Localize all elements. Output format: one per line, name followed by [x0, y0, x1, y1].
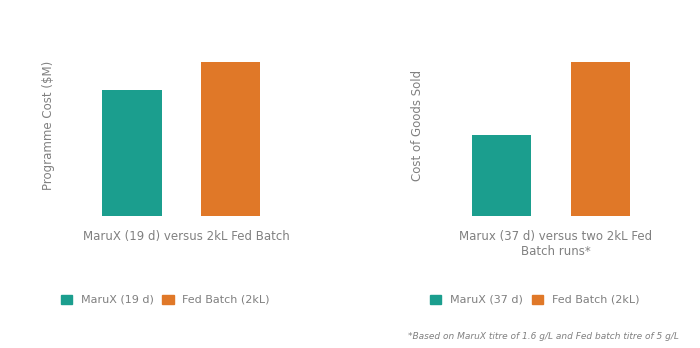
Legend: MaruX (37 d), Fed Batch (2kL): MaruX (37 d), Fed Batch (2kL) [426, 290, 644, 309]
Bar [472, 135, 531, 216]
Bar [102, 90, 162, 216]
X-axis label: MaruX (19 d) versus 2kL Fed Batch: MaruX (19 d) versus 2kL Fed Batch [83, 230, 290, 243]
Legend: MaruX (19 d), Fed Batch (2kL): MaruX (19 d), Fed Batch (2kL) [56, 290, 274, 309]
Bar [201, 62, 260, 216]
X-axis label: Marux (37 d) versus two 2kL Fed
Batch runs*: Marux (37 d) versus two 2kL Fed Batch ru… [459, 230, 652, 258]
Text: *Based on MaruX titre of 1.6 g/L and Fed batch titre of 5 g/L: *Based on MaruX titre of 1.6 g/L and Fed… [408, 332, 679, 341]
Y-axis label: Programme Cost ($M): Programme Cost ($M) [42, 61, 55, 190]
Y-axis label: Cost of Goods Sold: Cost of Goods Sold [412, 70, 424, 181]
Bar [570, 62, 630, 216]
